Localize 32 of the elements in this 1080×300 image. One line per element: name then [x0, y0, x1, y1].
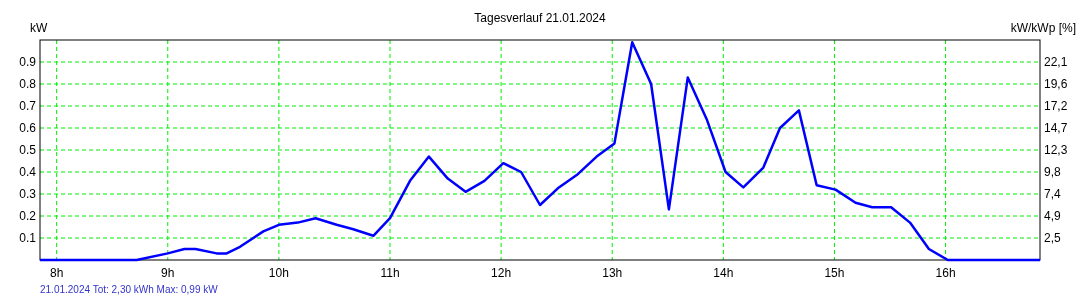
x-tick-label: 12h	[491, 266, 512, 280]
x-tick-label: 11h	[380, 266, 400, 280]
y-tick-label: 0.3	[19, 187, 37, 201]
y-tick-label: 0.8	[19, 77, 37, 91]
x-tick-label: 14h	[713, 266, 734, 280]
x-tick-label: 15h	[824, 266, 845, 280]
x-tick-label: 10h	[268, 266, 289, 280]
x-tick-label: 9h	[161, 266, 175, 280]
y2-tick-label: 2,5	[1044, 231, 1062, 245]
y2-tick-label: 19,6	[1044, 77, 1068, 91]
line-series	[38, 40, 1042, 262]
y-tick-label: 0.5	[19, 143, 37, 157]
x-tick-label: 13h	[602, 266, 623, 280]
y2-tick-label: 4,9	[1044, 209, 1062, 223]
y2-tick-label: 17,2	[1044, 99, 1068, 113]
y2-tick-label: 9,8	[1044, 165, 1062, 179]
y2-tick-label: 22,1	[1044, 55, 1068, 69]
y-axis-title: kW	[30, 21, 48, 35]
y2-tick-label: 12,3	[1044, 143, 1068, 157]
y2-tick-label: 7,4	[1044, 187, 1062, 201]
y-tick-label: 0.1	[19, 231, 37, 245]
y-tick-label: 0.9	[19, 55, 37, 69]
x-tick-label: 8h	[49, 266, 64, 280]
y-tick-label: 0.4	[19, 165, 37, 179]
y-tick-label: 0.6	[19, 121, 37, 135]
text: 21.01.2024 Tot: 2,30 kWh Max: 0,99 kW	[40, 284, 219, 295]
y-tick-label: 0.7	[19, 99, 37, 113]
x-tick-label: 16h	[935, 266, 956, 280]
y-tick-label: 0.2	[19, 209, 37, 223]
y2-tick-label: 14,7	[1044, 121, 1068, 135]
y2-axis-title: kW/kWp [%]	[1010, 21, 1076, 35]
chart-title: Tagesverlauf 21.01.2024	[474, 11, 607, 25]
